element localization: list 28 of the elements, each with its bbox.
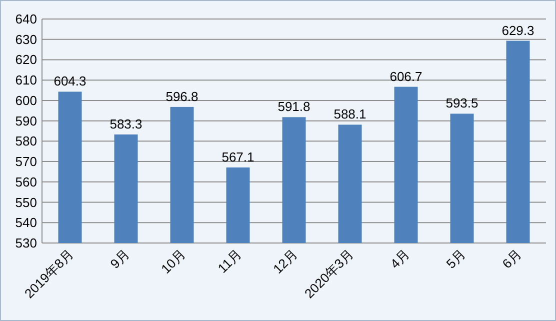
data-label: 588.1 <box>334 106 366 122</box>
data-label: 567.1 <box>222 149 254 164</box>
x-tick-label: 5月 <box>443 246 468 272</box>
y-tick-label: 540 <box>15 215 37 230</box>
x-tick-label: 10月 <box>158 246 188 277</box>
y-tick-label: 550 <box>15 194 37 210</box>
x-tick-label: 6月 <box>499 246 524 272</box>
y-tick-label: 570 <box>15 154 37 170</box>
y-tick-label: 590 <box>15 113 37 128</box>
x-tick-label: 11月 <box>214 246 244 276</box>
y-tick-label: 610 <box>15 72 37 88</box>
x-tick-label: 12月 <box>270 246 300 277</box>
data-label: 604.3 <box>54 74 86 89</box>
y-tick-label: 600 <box>15 92 37 108</box>
data-label: 591.8 <box>278 99 310 114</box>
data-label: 596.8 <box>166 88 198 104</box>
data-label: 593.5 <box>446 96 478 111</box>
y-tick-label: 630 <box>15 32 37 47</box>
data-label: 606.7 <box>390 68 422 84</box>
y-tick-label: 560 <box>15 174 37 190</box>
x-tick-label: 9月 <box>107 246 132 272</box>
y-tick-label: 620 <box>15 52 37 68</box>
y-tick-label: 640 <box>15 12 37 26</box>
y-tick-label: 580 <box>15 134 37 149</box>
data-label: 583.3 <box>110 116 142 132</box>
y-tick-label: 530 <box>15 236 37 250</box>
data-label: 629.3 <box>502 22 534 38</box>
x-tick-label: 4月 <box>387 246 412 272</box>
